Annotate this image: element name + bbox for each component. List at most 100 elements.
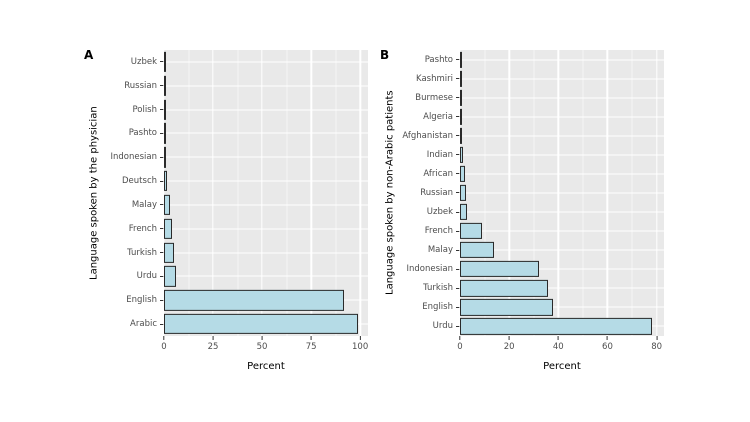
gridline-horizontal	[164, 156, 368, 158]
gridline-horizontal	[164, 132, 368, 134]
two-panel-bar-figure: A Language spoken by the physician Uzbek…	[84, 48, 664, 372]
y-tick-mark	[456, 325, 460, 327]
y-tick-label: Burmese	[398, 88, 460, 107]
y-tick-label: Turkish	[398, 279, 460, 298]
bar-french	[460, 223, 483, 240]
y-tick-label: Turkish	[102, 241, 164, 265]
gridline-horizontal	[460, 97, 664, 99]
gridline-horizontal	[164, 228, 368, 230]
gridline-horizontal	[460, 78, 664, 80]
y-tick-label: English	[102, 288, 164, 312]
gridline-minor	[335, 50, 337, 336]
x-tick-mark	[310, 336, 312, 340]
y-tick-label: Algeria	[398, 107, 460, 126]
y-tick-label: English	[398, 298, 460, 317]
gridline-horizontal	[460, 249, 664, 251]
bar-pashto	[164, 123, 166, 144]
x-tick-label: 20	[503, 342, 515, 352]
gridline-horizontal	[460, 268, 664, 270]
y-tick-mark	[160, 299, 164, 301]
y-tick-mark	[456, 268, 460, 270]
x-tick-label: 40	[552, 342, 564, 352]
x-tick: 0	[161, 336, 167, 352]
x-tick-label: 50	[256, 342, 268, 352]
bar-indian	[460, 146, 463, 163]
gridline-minor	[286, 50, 288, 336]
y-tick-mark	[160, 204, 164, 206]
y-tick-label: Urdu	[398, 317, 460, 336]
y-tick-mark	[456, 135, 460, 137]
gridline-horizontal	[460, 211, 664, 213]
gridline-horizontal	[164, 275, 368, 277]
gridline-horizontal	[164, 109, 368, 111]
x-tick: 100	[352, 336, 368, 352]
y-axis-title-b: Language spoken by non-Arabic patients	[384, 90, 396, 296]
gridline-horizontal	[460, 59, 664, 61]
bar-turkish	[164, 242, 174, 263]
bar-uzbek	[164, 51, 166, 73]
y-tick-mark	[456, 59, 460, 61]
bar-malay	[460, 242, 495, 259]
gridline-minor	[188, 50, 190, 336]
x-tick: 80	[651, 336, 662, 352]
bar-english	[164, 290, 345, 311]
bar-russian	[460, 184, 466, 202]
y-tick-mark	[160, 228, 164, 230]
y-tick-mark	[160, 85, 164, 87]
x-tick: 40	[553, 336, 564, 352]
gridline-minor	[237, 50, 239, 336]
panel-label-a: A	[84, 48, 94, 62]
gridline-horizontal	[460, 230, 664, 232]
x-tick-labels-b: 0 20 40 60 80	[457, 336, 664, 354]
y-tick-label: French	[102, 217, 164, 241]
y-tick-mark	[160, 180, 164, 182]
y-tick-mark	[456, 287, 460, 289]
y-tick-label: French	[398, 222, 460, 241]
y-tick-mark	[160, 275, 164, 277]
bar-deutsch	[164, 170, 167, 192]
gridline-horizontal	[460, 287, 664, 289]
x-tick: 0	[457, 336, 463, 352]
x-tick-mark	[459, 336, 461, 340]
gridline-horizontal	[460, 306, 664, 308]
gridline-major	[359, 50, 361, 336]
y-tick-labels-a: Uzbek Russian Polish Pashto Indonesian Deutsc…	[102, 50, 164, 336]
x-tick-mark	[163, 336, 165, 340]
y-tick-mark	[160, 61, 164, 63]
y-tick-mark	[160, 132, 164, 134]
x-tick-mark	[212, 336, 214, 340]
y-tick-label: Pashto	[398, 50, 460, 69]
gridline-horizontal	[164, 61, 368, 63]
gridline-horizontal	[460, 135, 664, 137]
gridline-horizontal	[460, 173, 664, 175]
y-tick-label: Pashto	[102, 121, 164, 145]
x-tick-label: 100	[352, 342, 369, 352]
bar-russian	[164, 75, 166, 96]
y-tick-label: Uzbek	[102, 50, 164, 74]
bar-uzbek	[460, 203, 468, 221]
y-tick-labels-b: Pashto Kashmiri Burmese Algeria Afghanistan I…	[398, 50, 460, 336]
x-tick-labels-a: 0 25 50 75 100	[161, 336, 368, 354]
bar-algeria	[460, 108, 462, 125]
y-tick-mark	[456, 306, 460, 308]
y-tick-mark	[456, 78, 460, 80]
x-tick-mark	[656, 336, 658, 340]
bar-arabic	[164, 313, 359, 335]
x-axis-title-a: Percent	[247, 361, 285, 372]
x-tick: 60	[602, 336, 613, 352]
plot-area-b	[459, 50, 664, 336]
gridline-major	[163, 50, 165, 336]
bar-afghanistan	[460, 127, 462, 144]
gridline-horizontal	[460, 154, 664, 156]
gridline-horizontal	[460, 192, 664, 194]
y-tick-label: African	[398, 164, 460, 183]
x-tick: 20	[504, 336, 515, 352]
y-tick-label: Indian	[398, 145, 460, 164]
y-tick-mark	[160, 323, 164, 325]
gridline-horizontal	[164, 252, 368, 254]
bar-french	[164, 218, 172, 239]
gridline-major	[310, 50, 312, 336]
y-tick-mark	[456, 116, 460, 118]
y-tick-label: Malay	[102, 193, 164, 217]
